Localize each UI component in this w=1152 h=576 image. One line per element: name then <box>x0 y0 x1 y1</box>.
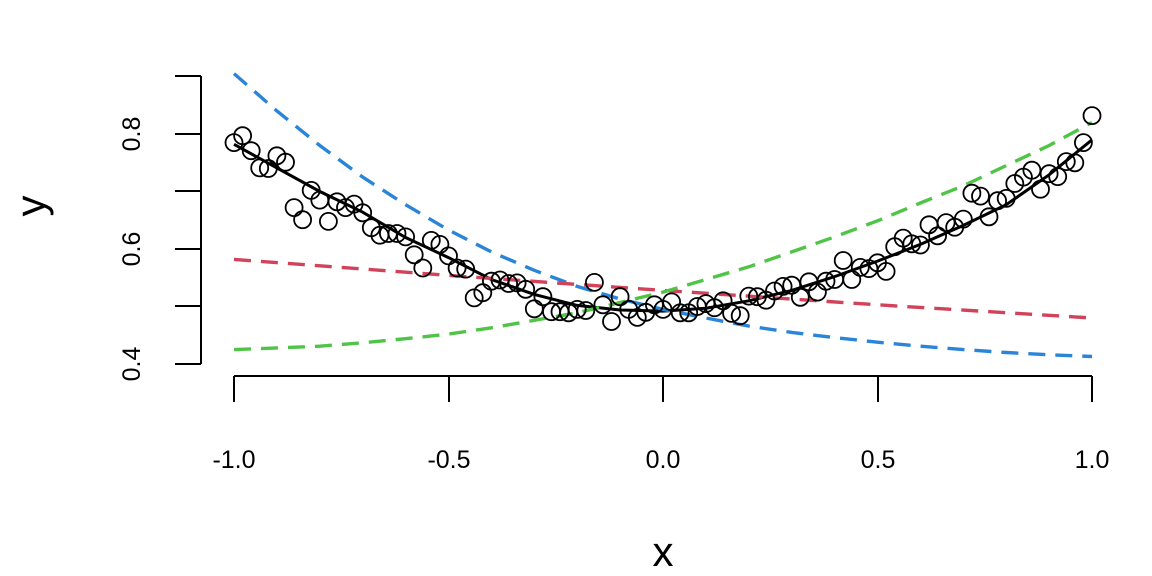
data-point <box>293 210 313 230</box>
dashed-curve-line <box>233 257 1093 320</box>
data-point <box>593 295 613 315</box>
data-point <box>919 215 939 235</box>
data-point <box>318 211 338 231</box>
data-point <box>567 299 587 319</box>
data-point <box>413 258 433 278</box>
dashed-curve-line <box>233 121 1093 352</box>
data-point <box>962 183 982 203</box>
data-point <box>387 224 407 243</box>
data-point <box>670 303 690 323</box>
data-point <box>988 191 1007 211</box>
x-tick-label: 1.0 <box>1075 446 1110 474</box>
data-point <box>602 312 621 331</box>
data-point <box>336 198 355 218</box>
data-point <box>233 126 253 146</box>
data-point <box>610 287 630 307</box>
data-point <box>902 234 922 254</box>
x-tick-label: -0.5 <box>427 446 470 474</box>
dashed-curve-line <box>232 72 1093 359</box>
data-point <box>276 152 295 172</box>
data-point <box>258 159 278 178</box>
data-point <box>250 158 270 178</box>
y-tick-label: 0.6 <box>118 232 146 267</box>
data-point <box>876 261 896 281</box>
data-point <box>499 274 519 293</box>
series-layer <box>232 72 1093 359</box>
x-tick-label: -1.0 <box>212 446 255 474</box>
data-point <box>911 235 930 255</box>
data-point <box>713 291 733 311</box>
data-point <box>842 270 862 289</box>
data-point <box>928 226 947 246</box>
data-point <box>447 258 467 278</box>
data-point <box>850 257 870 277</box>
data-point <box>833 251 853 270</box>
data-point <box>1048 167 1068 187</box>
data-point <box>730 306 750 326</box>
data-point <box>421 230 441 250</box>
data-point <box>971 186 990 206</box>
data-point <box>241 141 261 161</box>
data-point <box>1056 152 1076 172</box>
data-point <box>790 287 810 307</box>
data-point <box>284 198 304 218</box>
x-tick-label: 0.5 <box>861 446 896 474</box>
data-point <box>396 227 416 247</box>
y-axis-title: y <box>7 196 54 217</box>
data-point <box>953 209 973 229</box>
data-point <box>576 301 596 320</box>
data-point <box>773 276 793 296</box>
data-point <box>748 287 767 307</box>
data-point <box>765 281 784 301</box>
data-point <box>585 272 604 292</box>
data-point <box>1065 153 1085 173</box>
data-point <box>979 207 999 227</box>
data-point <box>1039 164 1059 184</box>
data-point <box>516 279 536 299</box>
data-point <box>1082 106 1102 125</box>
data-point <box>816 271 836 291</box>
data-point <box>404 245 424 265</box>
data-point <box>808 282 827 302</box>
y-axis: 0.4 0.6 0.8 <box>118 75 202 382</box>
data-point <box>1074 133 1093 153</box>
x-axis-title: x <box>653 528 674 575</box>
x-axis: -1.0 -0.5 0.0 0.5 1.0 <box>212 375 1110 474</box>
data-point <box>996 188 1016 208</box>
y-tick-label: 0.8 <box>118 117 146 152</box>
points-layer <box>224 106 1102 331</box>
data-point <box>1031 179 1050 199</box>
y-tick-label: 0.4 <box>118 347 146 382</box>
x-tick-label: 0.0 <box>646 446 681 474</box>
data-point <box>739 286 759 306</box>
data-point <box>533 287 553 307</box>
data-point <box>722 303 741 323</box>
data-point <box>524 299 544 319</box>
data-point <box>456 259 476 279</box>
data-point <box>353 203 373 223</box>
